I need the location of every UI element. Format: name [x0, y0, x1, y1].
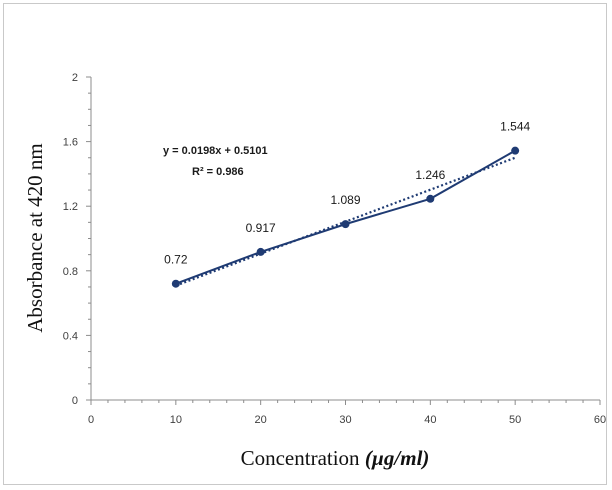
- y-tick-label: 0.8: [63, 266, 78, 278]
- x-tick-label: 10: [170, 414, 182, 426]
- data-point: [511, 146, 520, 155]
- x-tick-label: 40: [424, 414, 436, 426]
- trendline-equation: y = 0.0198x + 0.5101: [163, 145, 268, 157]
- y-axis-title: Absorbance at 420 nm: [23, 143, 47, 333]
- series: [171, 146, 520, 288]
- x-axis-title-text: Concentration: [241, 446, 365, 470]
- data-label: 1.246: [415, 168, 445, 182]
- data-label: 0.917: [246, 221, 276, 235]
- data-labels: 0.72 0.917 1.089 1.246 1.544: [164, 120, 530, 267]
- x-tick-label: 30: [339, 414, 351, 426]
- y-tick-label: 2: [72, 72, 78, 84]
- data-point: [171, 279, 180, 288]
- y-tick-label: 1.6: [63, 137, 78, 149]
- x-ticks: 0 10 20 30 40 50 60: [88, 400, 606, 426]
- trendline-r2: R² = 0.986: [192, 166, 244, 178]
- y-tick-label: 0: [72, 395, 78, 407]
- data-point: [341, 220, 350, 229]
- data-label: 1.089: [330, 193, 360, 207]
- data-point: [256, 247, 265, 256]
- data-point: [426, 194, 435, 203]
- x-tick-label: 0: [88, 414, 94, 426]
- x-tick-label: 50: [509, 414, 521, 426]
- x-axis-title: Concentration (µg/ml): [241, 446, 430, 470]
- data-label: 1.544: [500, 120, 530, 134]
- data-label: 0.72: [164, 253, 188, 267]
- y-ticks: 0 0.4 0.8 1.2 1.6 2: [63, 72, 91, 407]
- y-tick-label: 1.2: [63, 201, 78, 213]
- x-axis-title-unit: (µg/ml): [365, 446, 430, 470]
- x-tick-label: 20: [255, 414, 267, 426]
- x-tick-label: 60: [594, 414, 606, 426]
- chart-frame: [3, 3, 607, 485]
- y-tick-label: 0.4: [63, 330, 78, 342]
